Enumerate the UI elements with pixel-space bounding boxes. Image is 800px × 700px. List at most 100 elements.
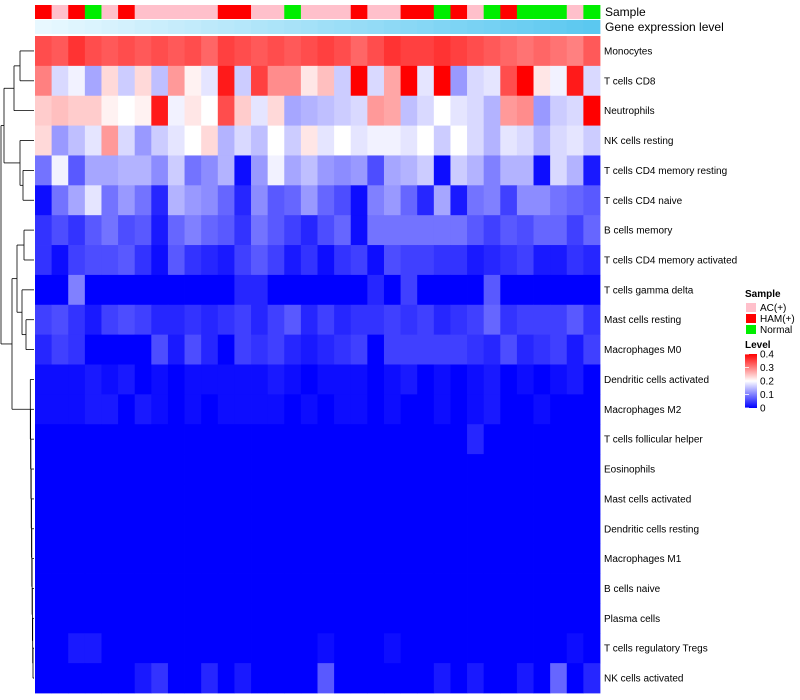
- heatmap-cell: [251, 304, 269, 336]
- heatmap-cell: [84, 36, 102, 67]
- heatmap-cell: [35, 185, 53, 216]
- heatmap-cell: [284, 155, 302, 186]
- heatmap-cell: [550, 543, 568, 574]
- heatmap-cell: [217, 394, 235, 425]
- heatmap-cell: [566, 215, 584, 246]
- heatmap-cell: [417, 155, 435, 186]
- heatmap-cell: [68, 65, 86, 97]
- heatmap-cell: [550, 483, 568, 515]
- heatmap-cell: [217, 543, 235, 574]
- heatmap-cell: [583, 334, 601, 365]
- heatmap-cell: [251, 95, 269, 126]
- heatmap-cell: [583, 36, 601, 67]
- heatmap-cell: [566, 633, 584, 664]
- heatmap-cell: [284, 274, 302, 306]
- sample-legend-swatch: [746, 303, 756, 312]
- heatmap-cell: [101, 573, 119, 604]
- heatmap-cell: [566, 155, 584, 186]
- heatmap-cell: [51, 513, 69, 545]
- gene-expression-cell: [467, 20, 485, 34]
- heatmap-cell: [450, 36, 468, 67]
- heatmap-cell: [251, 36, 269, 67]
- heatmap-cell: [566, 65, 584, 97]
- heatmap-cell: [583, 155, 601, 186]
- gene-expression-cell: [417, 20, 435, 34]
- heatmap-cell: [151, 65, 169, 97]
- heatmap-cell: [134, 454, 152, 485]
- heatmap-cell: [433, 125, 451, 156]
- gene-expression-cell: [367, 20, 385, 34]
- row-label: NK cells activated: [604, 674, 683, 685]
- heatmap-cell: [566, 573, 584, 604]
- heatmap-cell: [217, 603, 235, 634]
- heatmap-cell: [516, 215, 534, 246]
- heatmap-cell: [68, 274, 86, 306]
- heatmap-cell: [550, 36, 568, 67]
- heatmap-cell: [101, 185, 119, 216]
- heatmap-cell: [35, 215, 53, 246]
- heatmap-cell: [201, 95, 219, 126]
- heatmap-cell: [450, 483, 468, 515]
- heatmap-cell: [234, 603, 252, 634]
- heatmap-cell: [217, 513, 235, 545]
- heatmap-cell: [550, 215, 568, 246]
- heatmap-cell: [334, 65, 352, 97]
- heatmap-cell: [300, 36, 318, 67]
- heatmap-cell: [417, 454, 435, 485]
- heatmap-cell: [51, 603, 69, 634]
- heatmap-cell: [118, 394, 136, 425]
- heatmap-cell: [51, 454, 69, 485]
- row-label: T cells regulatory Tregs: [604, 644, 708, 655]
- heatmap-cell: [550, 65, 568, 97]
- heatmap-cell: [300, 185, 318, 216]
- heatmap-cell: [167, 483, 185, 515]
- heatmap-cell: [367, 95, 385, 126]
- heatmap-cell: [467, 36, 485, 67]
- heatmap-cell: [533, 95, 551, 126]
- heatmap-cell: [334, 633, 352, 664]
- heatmap-cell: [433, 185, 451, 216]
- heatmap-cell: [300, 364, 318, 395]
- heatmap-cell: [251, 394, 269, 425]
- heatmap-cell: [151, 274, 169, 306]
- heatmap-cell: [483, 125, 501, 156]
- row-label: B cells naive: [604, 584, 661, 595]
- heatmap-cell: [118, 454, 136, 485]
- heatmap-cell: [68, 633, 86, 664]
- heatmap-cell: [84, 245, 102, 276]
- heatmap-cell: [167, 36, 185, 67]
- heatmap-cell: [251, 633, 269, 664]
- heatmap-cell: [583, 215, 601, 246]
- heatmap-cell: [300, 394, 318, 425]
- heatmap-cell: [284, 543, 302, 574]
- heatmap-cell: [68, 663, 86, 694]
- heatmap-cell: [533, 245, 551, 276]
- heatmap-cell: [367, 274, 385, 306]
- heatmap-cell: [433, 424, 451, 455]
- row-label: T cells CD4 memory activated: [604, 255, 737, 266]
- level-tick-label: 0.3: [760, 363, 774, 374]
- heatmap-cell: [300, 483, 318, 515]
- heatmap-cell: [101, 215, 119, 246]
- gene-expression-annotation-bar: [35, 20, 601, 34]
- heatmap-cell: [383, 573, 401, 604]
- heatmap-cell: [118, 95, 136, 126]
- gene-expression-cell: [134, 20, 152, 34]
- heatmap-cell: [550, 573, 568, 604]
- heatmap-cell: [516, 65, 534, 97]
- heatmap-cell: [300, 573, 318, 604]
- heatmap-cell: [217, 364, 235, 395]
- heatmap-cell: [516, 95, 534, 126]
- heatmap-cell: [35, 633, 53, 664]
- heatmap-cell: [550, 245, 568, 276]
- heatmap-cell: [383, 245, 401, 276]
- heatmap-cell: [101, 603, 119, 634]
- heatmap-cell: [533, 36, 551, 67]
- heatmap-cell: [334, 304, 352, 336]
- heatmap-cell: [101, 245, 119, 276]
- heatmap-cell: [433, 663, 451, 694]
- heatmap-cell: [383, 513, 401, 545]
- heatmap-cell: [134, 36, 152, 67]
- heatmap-cell: [201, 483, 219, 515]
